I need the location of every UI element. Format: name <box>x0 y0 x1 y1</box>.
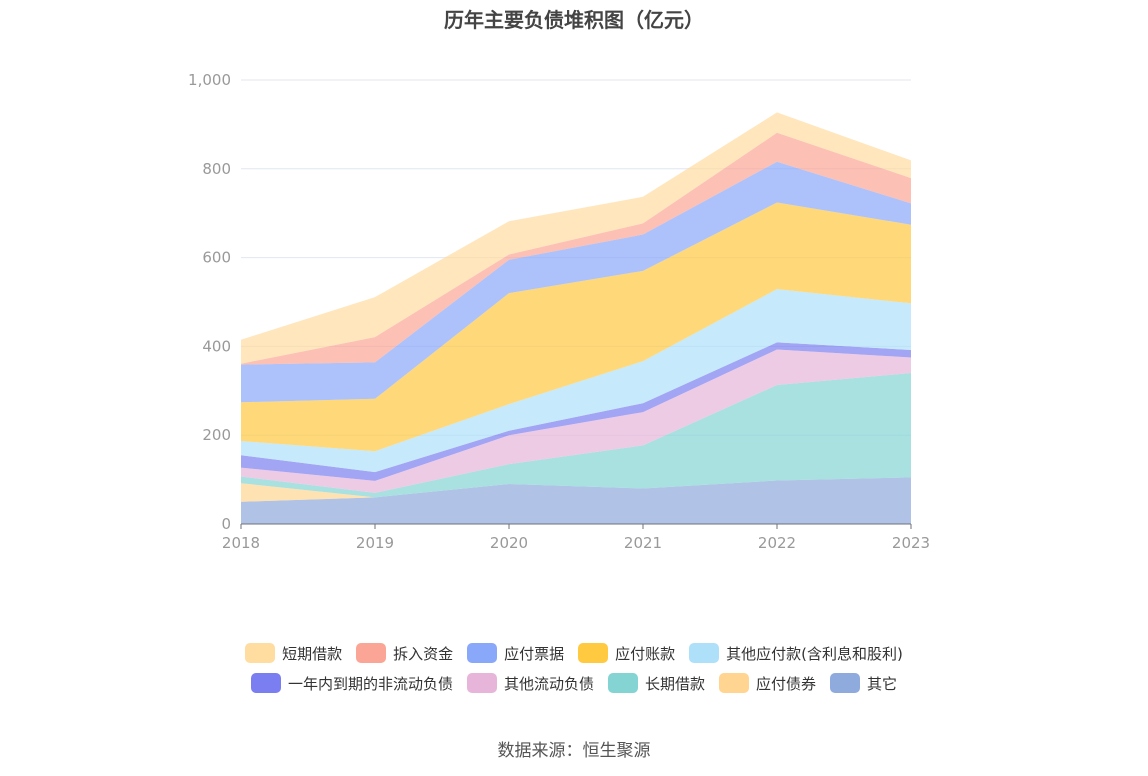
legend-item[interactable]: 其他流动负债 <box>466 673 594 694</box>
x-tick-label: 2023 <box>892 534 930 552</box>
legend-label: 短期借款 <box>282 644 343 663</box>
legend-item[interactable]: 拆入资金 <box>356 643 453 664</box>
y-tick-label: 400 <box>202 337 231 355</box>
y-tick-label: 1,000 <box>188 71 231 89</box>
x-tick-label: 2022 <box>758 534 796 552</box>
y-tick-label: 0 <box>221 515 231 533</box>
area-series-长期借款 <box>241 373 911 498</box>
y-tick-label: 800 <box>202 160 231 178</box>
x-tick-label: 2020 <box>490 534 528 552</box>
legend-swatch <box>245 643 276 663</box>
legend-label: 应付账款 <box>615 644 676 663</box>
stacked-area-chart: 0 200 400 600 800 1,000 2018 2019 2020 2021 2022 20… <box>188 71 930 552</box>
legend-item[interactable]: 其他应付款(含利息和股利) <box>689 643 903 664</box>
legend-item[interactable]: 应付票据 <box>467 643 564 664</box>
x-tick-label: 2018 <box>222 534 260 552</box>
legend-row-2: 一年内到期的非流动负债 其他流动负债 长期借款 应付债券 其它 <box>0 668 1148 698</box>
legend-swatch <box>719 673 749 693</box>
legend-swatch <box>467 643 498 663</box>
legend-swatch <box>578 643 609 663</box>
legend-swatch <box>830 673 861 693</box>
legend-swatch <box>466 673 497 693</box>
legend-label: 拆入资金 <box>393 644 454 663</box>
legend-swatch <box>356 643 387 663</box>
legend-label: 一年内到期的非流动负债 <box>287 674 453 693</box>
legend: 短期借款 拆入资金 应付票据 应付账款 其他应付款(含利息和股利) 一年内到期的非流动负… <box>0 638 1148 698</box>
y-tick-label: 200 <box>202 426 231 444</box>
legend-item[interactable]: 应付账款 <box>578 643 675 664</box>
legend-label: 长期借款 <box>644 674 705 693</box>
area-series-应付账款 <box>241 202 911 452</box>
area-series-应付票据 <box>241 161 911 403</box>
legend-item[interactable]: 其它 <box>830 673 897 694</box>
legend-item[interactable]: 应付债券 <box>719 673 816 694</box>
legend-label: 其他应付款(含利息和股利) <box>726 644 903 663</box>
legend-row-1: 短期借款 拆入资金 应付票据 应付账款 其他应付款(含利息和股利) <box>0 638 1148 668</box>
legend-swatch <box>689 643 720 663</box>
legend-item[interactable]: 长期借款 <box>607 673 705 694</box>
y-tick-label: 600 <box>202 249 231 267</box>
legend-label: 应付债券 <box>756 674 817 693</box>
legend-label: 其他流动负债 <box>503 674 594 693</box>
area-series-一年内到期的非流动负债 <box>241 342 911 481</box>
area-series-应付债券 <box>241 477 911 502</box>
legend-label: 应付票据 <box>504 644 565 663</box>
legend-swatch <box>607 673 638 693</box>
area-series-短期借款 <box>241 112 911 364</box>
legend-label: 其它 <box>867 674 898 693</box>
x-tick-label: 2021 <box>624 534 662 552</box>
area-series-其他应付款(含利息和股利) <box>241 289 911 473</box>
chart-title: 历年主要负债堆积图（亿元） <box>444 8 704 32</box>
legend-item[interactable]: 短期借款 <box>245 643 342 664</box>
area-series-其他流动负债 <box>241 349 911 493</box>
area-series-拆入资金 <box>241 132 911 365</box>
legend-item[interactable]: 一年内到期的非流动负债 <box>250 673 453 694</box>
legend-swatch <box>250 673 281 693</box>
source-note: 数据来源：恒生聚源 <box>497 741 651 761</box>
area-series-其它 <box>241 477 911 524</box>
x-tick-label: 2019 <box>356 534 394 552</box>
